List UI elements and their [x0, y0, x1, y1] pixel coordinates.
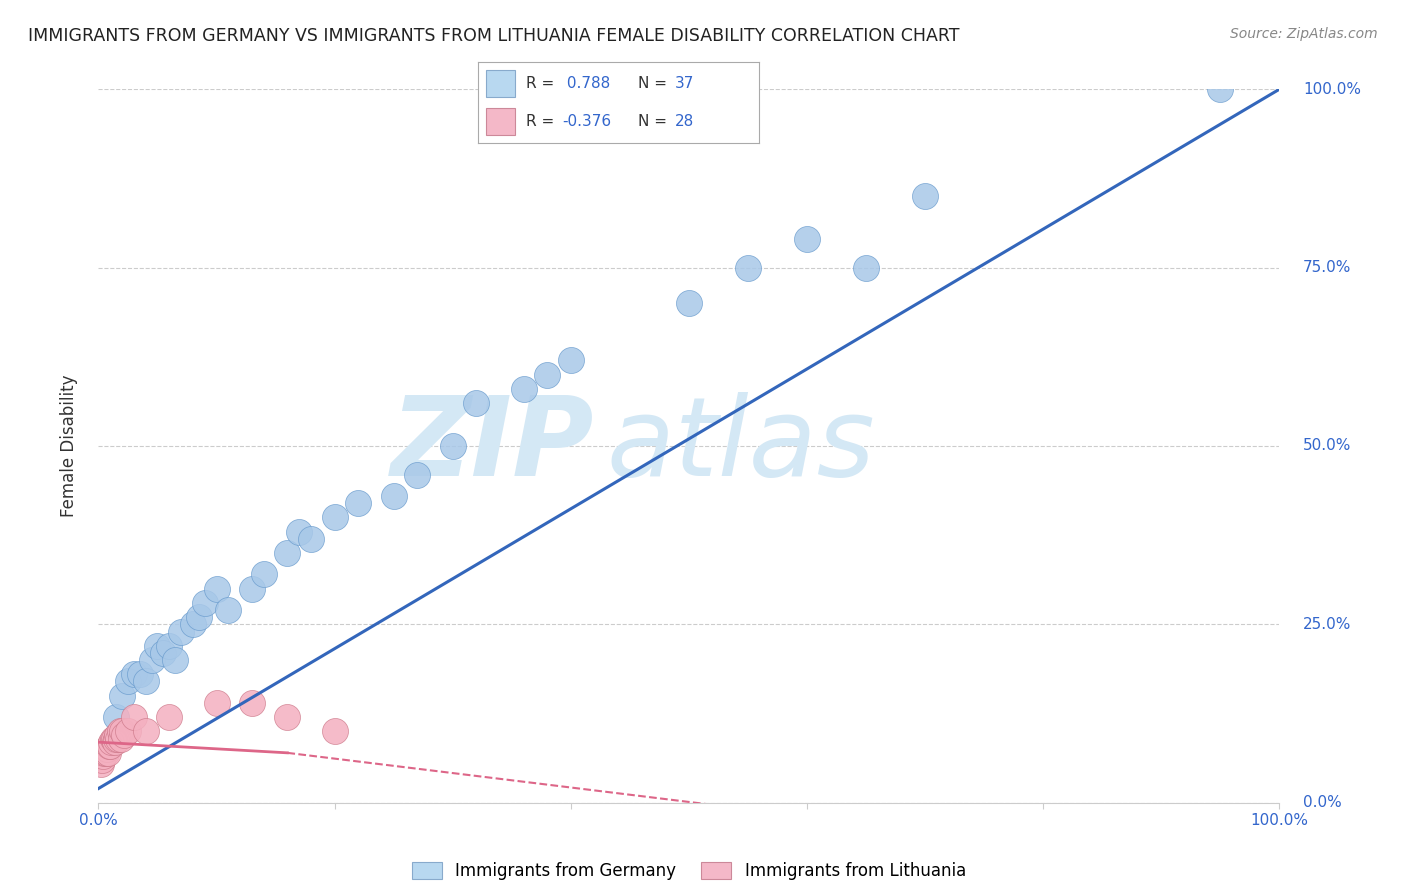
Point: [91, 753, 114, 767]
Legend: Immigrants from Germany, Immigrants from Lithuania: Immigrants from Germany, Immigrants from…: [412, 862, 966, 880]
Text: R =: R =: [526, 113, 560, 128]
Point: [105, 710, 128, 724]
Point: [737, 260, 759, 275]
Point: [141, 653, 163, 667]
Point: [536, 368, 558, 382]
Point: [105, 728, 128, 742]
FancyBboxPatch shape: [486, 108, 515, 135]
Point: [323, 724, 346, 739]
Text: atlas: atlas: [606, 392, 875, 500]
Point: [1209, 82, 1232, 96]
Point: [240, 582, 263, 596]
Point: [441, 439, 464, 453]
Point: [100, 735, 122, 749]
Text: 75.0%: 75.0%: [1303, 260, 1351, 275]
Text: 0.788: 0.788: [562, 76, 610, 91]
Point: [796, 232, 818, 246]
Point: [91, 749, 114, 764]
Point: [170, 624, 193, 639]
Y-axis label: Female Disability: Female Disability: [59, 375, 77, 517]
Point: [108, 724, 131, 739]
Point: [117, 724, 139, 739]
Text: IMMIGRANTS FROM GERMANY VS IMMIGRANTS FROM LITHUANIA FEMALE DISABILITY CORRELATI: IMMIGRANTS FROM GERMANY VS IMMIGRANTS FR…: [28, 27, 960, 45]
Point: [165, 653, 187, 667]
Point: [98, 739, 121, 753]
Point: [299, 532, 322, 546]
Point: [122, 667, 145, 681]
Text: N =: N =: [638, 76, 672, 91]
Point: [105, 731, 128, 746]
Point: [382, 489, 405, 503]
Text: 25.0%: 25.0%: [1303, 617, 1351, 632]
Text: -0.376: -0.376: [562, 113, 612, 128]
Point: [187, 610, 209, 624]
Point: [97, 746, 120, 760]
Point: [135, 674, 157, 689]
Point: [347, 496, 370, 510]
Point: [112, 728, 135, 742]
Text: 50.0%: 50.0%: [1303, 439, 1351, 453]
Point: [194, 596, 217, 610]
Point: [157, 710, 180, 724]
Point: [157, 639, 180, 653]
Point: [205, 696, 228, 710]
Point: [253, 567, 276, 582]
Point: [128, 667, 150, 681]
Point: [101, 731, 124, 746]
Point: [152, 646, 174, 660]
Point: [512, 382, 534, 396]
Point: [103, 731, 125, 746]
Text: N =: N =: [638, 113, 672, 128]
Point: [181, 617, 204, 632]
Text: 28: 28: [675, 113, 695, 128]
Point: [111, 689, 134, 703]
Point: [146, 639, 169, 653]
Point: [276, 710, 298, 724]
Point: [560, 353, 582, 368]
Point: [93, 746, 115, 760]
Point: [205, 582, 228, 596]
Text: R =: R =: [526, 76, 560, 91]
Point: [914, 189, 936, 203]
Point: [276, 546, 298, 560]
Point: [104, 735, 127, 749]
Point: [96, 742, 118, 756]
Point: [94, 746, 117, 760]
Point: [110, 731, 132, 746]
Text: 100.0%: 100.0%: [1303, 82, 1361, 96]
Point: [855, 260, 877, 275]
Point: [678, 296, 700, 310]
Point: [217, 603, 239, 617]
Point: [135, 724, 157, 739]
Text: 37: 37: [675, 76, 695, 91]
Point: [288, 524, 311, 539]
FancyBboxPatch shape: [486, 70, 515, 97]
Text: 0.0%: 0.0%: [1303, 796, 1341, 810]
Point: [240, 696, 263, 710]
Point: [323, 510, 346, 524]
Point: [107, 731, 129, 746]
Point: [465, 396, 488, 410]
Point: [98, 739, 121, 753]
Text: ZIP: ZIP: [391, 392, 595, 500]
Point: [117, 674, 139, 689]
Point: [406, 467, 429, 482]
Point: [122, 710, 145, 724]
Point: [111, 724, 134, 739]
Point: [90, 756, 112, 771]
Text: Source: ZipAtlas.com: Source: ZipAtlas.com: [1230, 27, 1378, 41]
